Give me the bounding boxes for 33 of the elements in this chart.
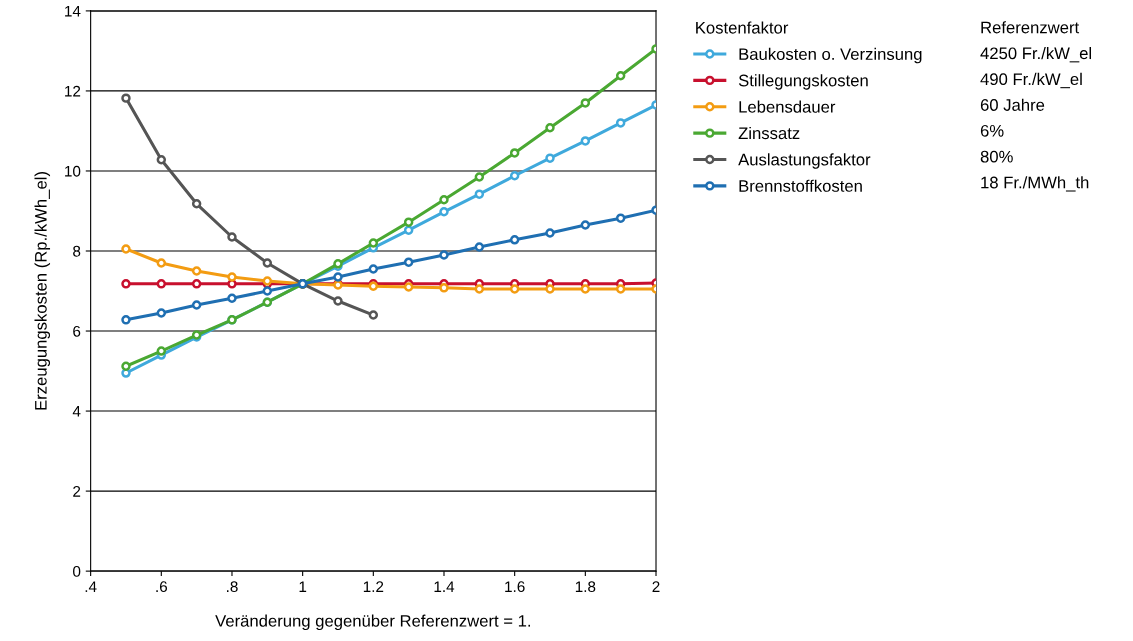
text: 6% (980, 124, 1004, 137)
text: 490 Fr./kW_el (980, 72, 1082, 89)
text: 18 Fr./MWh_th (981, 176, 1089, 192)
y-tick-label: 10 (65, 165, 81, 177)
x-tick-label: 1.8 (575, 581, 596, 593)
y-tick-label: 14 (65, 5, 81, 17)
legend-label: Lebensdauer (739, 100, 836, 113)
x-tick-label: 1.6 (505, 581, 525, 593)
x-tick-label: .4 (85, 581, 97, 592)
y-tick-label: 4 (72, 406, 81, 417)
text: 4250 Fr./kW_el (980, 46, 1092, 63)
y-tick-label: 6 (73, 325, 81, 337)
legend-label: Baukosten o. Verzinsung (739, 47, 922, 64)
y-tick-label: 8 (73, 245, 81, 257)
legend-label: Stillegungskosten (738, 74, 868, 90)
x-tick-label: 2 (652, 581, 660, 592)
x-tick-label: 1.4 (434, 581, 455, 592)
text: 60 Jahre (980, 98, 1045, 111)
y-axis-title: Erzeugungskosten (Rp./kWh_el) (34, 172, 51, 410)
legend-title: Kostenfaktor (696, 21, 789, 34)
legend-label: Auslastungsfaktor (738, 153, 871, 169)
x-tick-label: 1 (299, 581, 307, 592)
text: Referenzwert (981, 21, 1080, 34)
y-tick-label: 2 (73, 485, 81, 497)
y-tick-label: 12 (65, 85, 81, 97)
x-tick-label: 1.2 (363, 581, 384, 592)
text: 80% (980, 150, 1013, 163)
x-axis-title: Veränderung gegenüber Referenzwert = 1. (215, 614, 531, 631)
legend-label: Zinssatz (738, 126, 800, 140)
x-tick-label: .8 (227, 581, 238, 593)
legend-label: Brennstoffkosten (739, 179, 862, 192)
y-tick-label: 0 (73, 566, 81, 577)
x-tick-label: .6 (156, 581, 168, 593)
